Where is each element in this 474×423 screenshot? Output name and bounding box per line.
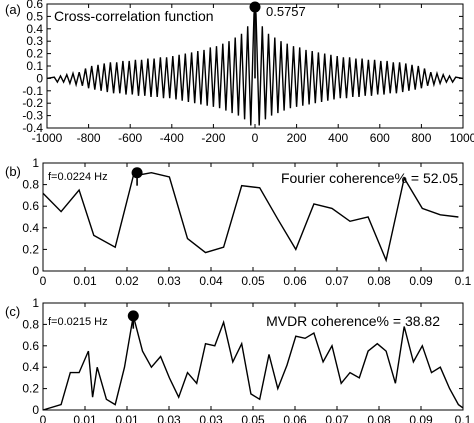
panel-b-xtick-label: 0 bbox=[40, 274, 47, 288]
panel-a-ytick-label: 0.1 bbox=[26, 59, 43, 73]
panel-b-xtick-label: 0.08 bbox=[367, 274, 391, 288]
panel-b-xtick-label: 0.06 bbox=[283, 274, 307, 288]
panel-c-ytick-label: 1 bbox=[32, 296, 39, 310]
panel-c-xtick-label: 0.05 bbox=[241, 413, 265, 423]
panel-b-xtick-label: 0.01 bbox=[73, 274, 97, 288]
panel-a-ytick-label: -0.3 bbox=[22, 109, 43, 123]
panel-a-ytick-label: 0.5 bbox=[26, 9, 43, 23]
panel-b-ytick-label: 0 bbox=[32, 264, 39, 278]
panel-mvdr-coherence: (c) 0 0.01 0.01 0.03 0.03 0.05 0.06 0.07 0.08 0.0… bbox=[5, 296, 472, 423]
panel-c-peak-marker bbox=[127, 310, 139, 322]
panel-b-ytick-label: 0.4 bbox=[22, 221, 39, 235]
panel-c-ticks: 0 0.01 0.01 0.03 0.03 0.05 0.06 0.07 0.08 0.09 0.1… bbox=[22, 296, 471, 423]
panel-c-ytick-label: 0 bbox=[32, 403, 39, 417]
panel-c-series-line bbox=[42, 315, 464, 411]
panel-b-ticks: 0 0.01 0.02 0.03 0.04 0.05 0.06 0.07 0.08 0.09 0.1… bbox=[22, 156, 471, 288]
panel-b-xtick-label: 0.1 bbox=[455, 274, 472, 288]
panel-a-xtick-label: -600 bbox=[118, 131, 142, 145]
panel-b-xtick-label: 0.03 bbox=[157, 274, 181, 288]
panel-c-ytick-label: 0.2 bbox=[22, 382, 39, 396]
panel-a-peak-marker bbox=[249, 1, 261, 13]
panel-a-ytick-label: -0.1 bbox=[22, 84, 43, 98]
panel-a-xtick-label: -400 bbox=[160, 131, 184, 145]
panel-a-ytick-label: 0.2 bbox=[26, 47, 43, 61]
panel-c-xtick-label: 0 bbox=[40, 413, 47, 423]
panel-c-xtick-label: 0.03 bbox=[157, 413, 181, 423]
panel-b-xtick-label: 0.02 bbox=[115, 274, 139, 288]
panel-c-ytick-label: 0.8 bbox=[22, 317, 39, 331]
panel-a-peak-label: 0.5757 bbox=[266, 4, 306, 19]
panel-a-xtick-label: 200 bbox=[287, 131, 307, 145]
panel-b-ytick-label: 0.6 bbox=[22, 199, 39, 213]
panel-c-coherence-annotation: MVDR coherence% = 38.82 bbox=[266, 313, 440, 329]
panel-cross-correlation: (a) -1000 -800 -600 -400 -200 0 200 400 600 800 10… bbox=[5, 0, 474, 145]
panel-b-xtick-label: 0.09 bbox=[409, 274, 433, 288]
panel-a-xtick-label: 0 bbox=[252, 131, 259, 145]
panel-c-xtick-label: 0.09 bbox=[409, 413, 433, 423]
panel-a-xtick-label: 600 bbox=[370, 131, 390, 145]
panel-b-ytick-label: 0.8 bbox=[22, 178, 39, 192]
panel-a-xtick-label: -200 bbox=[201, 131, 225, 145]
panel-c-xtick-label: 0.03 bbox=[199, 413, 223, 423]
panel-a-xtick-label: 1000 bbox=[450, 131, 474, 145]
panel-a-ytick-label: 0.3 bbox=[26, 34, 43, 48]
panel-b-xtick-label: 0.05 bbox=[241, 274, 265, 288]
panel-b-xtick-label: 0.07 bbox=[325, 274, 349, 288]
panel-b-xtick-label: 0.04 bbox=[199, 274, 223, 288]
panel-a-xtick-label: -800 bbox=[77, 131, 101, 145]
panel-b-frequency-label: f=0.0224 Hz bbox=[48, 171, 108, 183]
panel-a-ytick-label: -0.4 bbox=[22, 121, 43, 135]
panel-b-series-line bbox=[42, 171, 459, 263]
panel-a-ytick-label: 0.6 bbox=[26, 0, 43, 11]
panel-c-xtick-label: 0.06 bbox=[283, 413, 307, 423]
panel-a-ytick-label: -0.2 bbox=[22, 96, 43, 110]
panel-b-coherence-annotation: Fourier coherence% = 52.05 bbox=[281, 170, 458, 186]
panel-a-xtick-label: -1000 bbox=[32, 131, 63, 145]
panel-a-title: Cross-correlation function bbox=[54, 8, 214, 24]
panel-c-xtick-label: 0.01 bbox=[73, 413, 97, 423]
panel-a-label: (a) bbox=[5, 2, 21, 17]
panel-c-frequency-label: f=0.0215 Hz bbox=[48, 316, 108, 328]
panel-b-peak-marker bbox=[131, 167, 143, 179]
panel-c-ytick-label: 0.4 bbox=[22, 360, 39, 374]
panel-a-ticks: -1000 -800 -600 -400 -200 0 200 400 600 800 1000 -0… bbox=[22, 0, 474, 145]
panel-c-xtick-label: 0.01 bbox=[115, 413, 139, 423]
panel-c-xtick-label: 0.08 bbox=[367, 413, 391, 423]
panel-c-ytick-label: 0.6 bbox=[22, 339, 39, 353]
panel-c-xtick-label: 0.1 bbox=[455, 413, 472, 423]
panel-a-ytick-label: 0 bbox=[36, 71, 43, 85]
panel-c-xtick-label: 0.07 bbox=[325, 413, 349, 423]
panel-fourier-coherence: (b) 0 0.01 0.02 0.03 0.04 0.05 0.06 0.07 0.08 0.0… bbox=[5, 156, 472, 288]
panel-a-xtick-label: 400 bbox=[328, 131, 348, 145]
panel-b-ytick-label: 0.2 bbox=[22, 242, 39, 256]
panel-a-ytick-label: 0.4 bbox=[26, 22, 43, 36]
panel-a-xtick-label: 800 bbox=[411, 131, 431, 145]
panel-b-label: (b) bbox=[5, 164, 21, 179]
panel-b-ytick-label: 1 bbox=[32, 156, 39, 170]
panel-c-label: (c) bbox=[5, 304, 20, 319]
